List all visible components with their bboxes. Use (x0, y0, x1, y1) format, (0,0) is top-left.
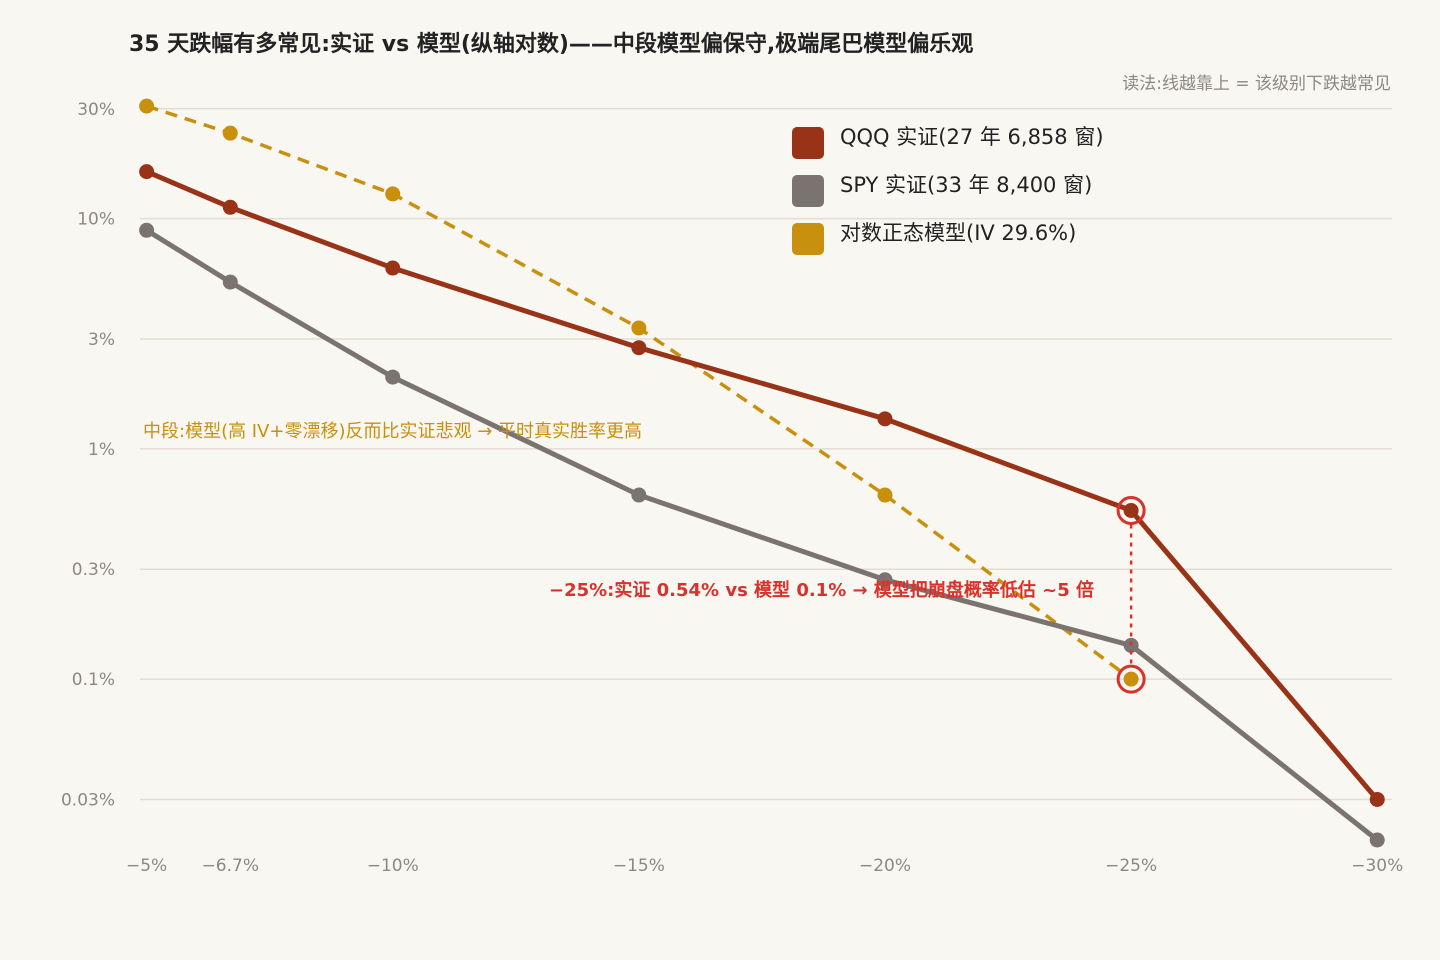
x-tick-label: −30% (1351, 856, 1403, 876)
gridlines (140, 108, 1392, 801)
y-tick-label: 30% (77, 100, 115, 120)
legend-swatch (792, 127, 824, 159)
y-tick-label: 10% (77, 210, 115, 230)
legend-label: 对数正态模型(IV 29.6%) (840, 221, 1076, 245)
series-line (145, 169, 1380, 802)
data-point (139, 98, 155, 114)
y-axis-ticks: 30% 10% 3% 1% 0.3% 0.1% 0.03% (61, 100, 115, 811)
highlight-ring (1116, 664, 1146, 694)
x-tick-label: −5% (126, 856, 167, 876)
y-tick-label: 1% (88, 440, 115, 460)
y-tick-label: 3% (88, 330, 115, 350)
y-tick-label: 0.3% (72, 560, 115, 580)
data-point (385, 260, 401, 276)
annotation-layer: 中段:模型(高 IV+零漂移)反而比实证悲观 → 平时真实胜率更高 −25%:实证… (143, 421, 1094, 601)
data-point (631, 487, 647, 503)
chart-subtitle: 读法:线越靠上 = 该级别下跌越常见 (1122, 74, 1391, 94)
x-tick-label: −20% (859, 856, 911, 876)
chart-title: 35 天跌幅有多常见:实证 vs 模型(纵轴对数)——中段模型偏保守,极端尾巴模… (129, 32, 974, 57)
data-point (877, 572, 893, 588)
data-point (631, 320, 647, 336)
data-point (1123, 671, 1139, 687)
series-line (146, 104, 1133, 681)
x-tick-label: −6.7% (202, 856, 259, 876)
data-point (877, 487, 893, 503)
legend-label: SPY 实证(33 年 8,400 窗) (840, 173, 1092, 197)
data-point (139, 164, 155, 180)
series-layer (139, 98, 1385, 848)
data-point (385, 186, 401, 202)
x-axis-ticks: −5% −6.7% −10% −15% −20% −25% −30% (126, 856, 1403, 876)
series-0 (139, 164, 1385, 807)
data-point (1123, 502, 1139, 518)
x-tick-label: −25% (1105, 856, 1157, 876)
legend-label: QQQ 实证(27 年 6,858 窗) (840, 125, 1104, 149)
legend-item: SPY 实证(33 年 8,400 窗) (792, 173, 1092, 207)
legend-swatch (792, 223, 824, 255)
legend-swatch (792, 175, 824, 207)
data-point (631, 340, 647, 356)
highlight-layer (1116, 495, 1146, 694)
legend-item: QQQ 实证(27 年 6,858 窗) (792, 125, 1104, 159)
x-tick-label: −15% (613, 856, 665, 876)
series-2 (139, 98, 1139, 687)
series-1 (139, 222, 1385, 848)
legend: QQQ 实证(27 年 6,858 窗) SPY 实证(33 年 8,400 窗)… (792, 125, 1104, 255)
legend-item: 对数正态模型(IV 29.6%) (792, 221, 1076, 255)
y-tick-label: 0.1% (72, 670, 115, 690)
y-tick-label: 0.03% (61, 790, 115, 810)
x-tick-label: −10% (367, 856, 419, 876)
data-point (1369, 791, 1385, 807)
data-point (385, 369, 401, 385)
data-point (222, 125, 238, 141)
data-point (1369, 832, 1385, 848)
data-point (877, 411, 893, 427)
data-point (222, 274, 238, 290)
annotation-0: 中段:模型(高 IV+零漂移)反而比实证悲观 → 平时真实胜率更高 (143, 421, 642, 442)
annotation-1: −25%:实证 0.54% vs 模型 0.1% → 模型把崩盘概率低估 ~5 … (549, 579, 1094, 601)
series-line (145, 228, 1379, 842)
highlight-ring (1116, 495, 1146, 525)
data-point (139, 222, 155, 238)
data-point (222, 199, 238, 215)
